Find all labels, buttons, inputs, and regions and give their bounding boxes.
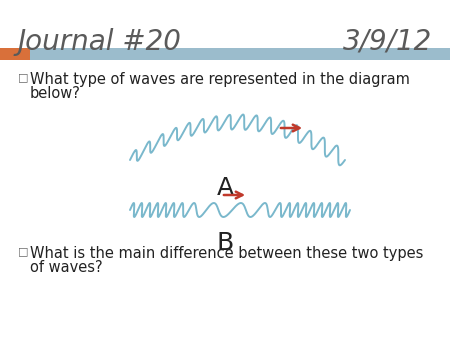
Text: B: B: [216, 231, 234, 255]
Text: □: □: [18, 72, 28, 82]
Text: 3/9/12: 3/9/12: [343, 28, 432, 56]
Text: What is the main difference between these two types: What is the main difference between thes…: [30, 246, 423, 261]
Text: Journal #20: Journal #20: [18, 28, 182, 56]
Text: A: A: [216, 176, 234, 200]
Text: □: □: [18, 246, 28, 256]
Bar: [30, 48, 450, 60]
Text: of waves?: of waves?: [30, 260, 103, 275]
Bar: [0, 48, 30, 60]
Text: below?: below?: [30, 86, 81, 101]
Text: What type of waves are represented in the diagram: What type of waves are represented in th…: [30, 72, 410, 87]
